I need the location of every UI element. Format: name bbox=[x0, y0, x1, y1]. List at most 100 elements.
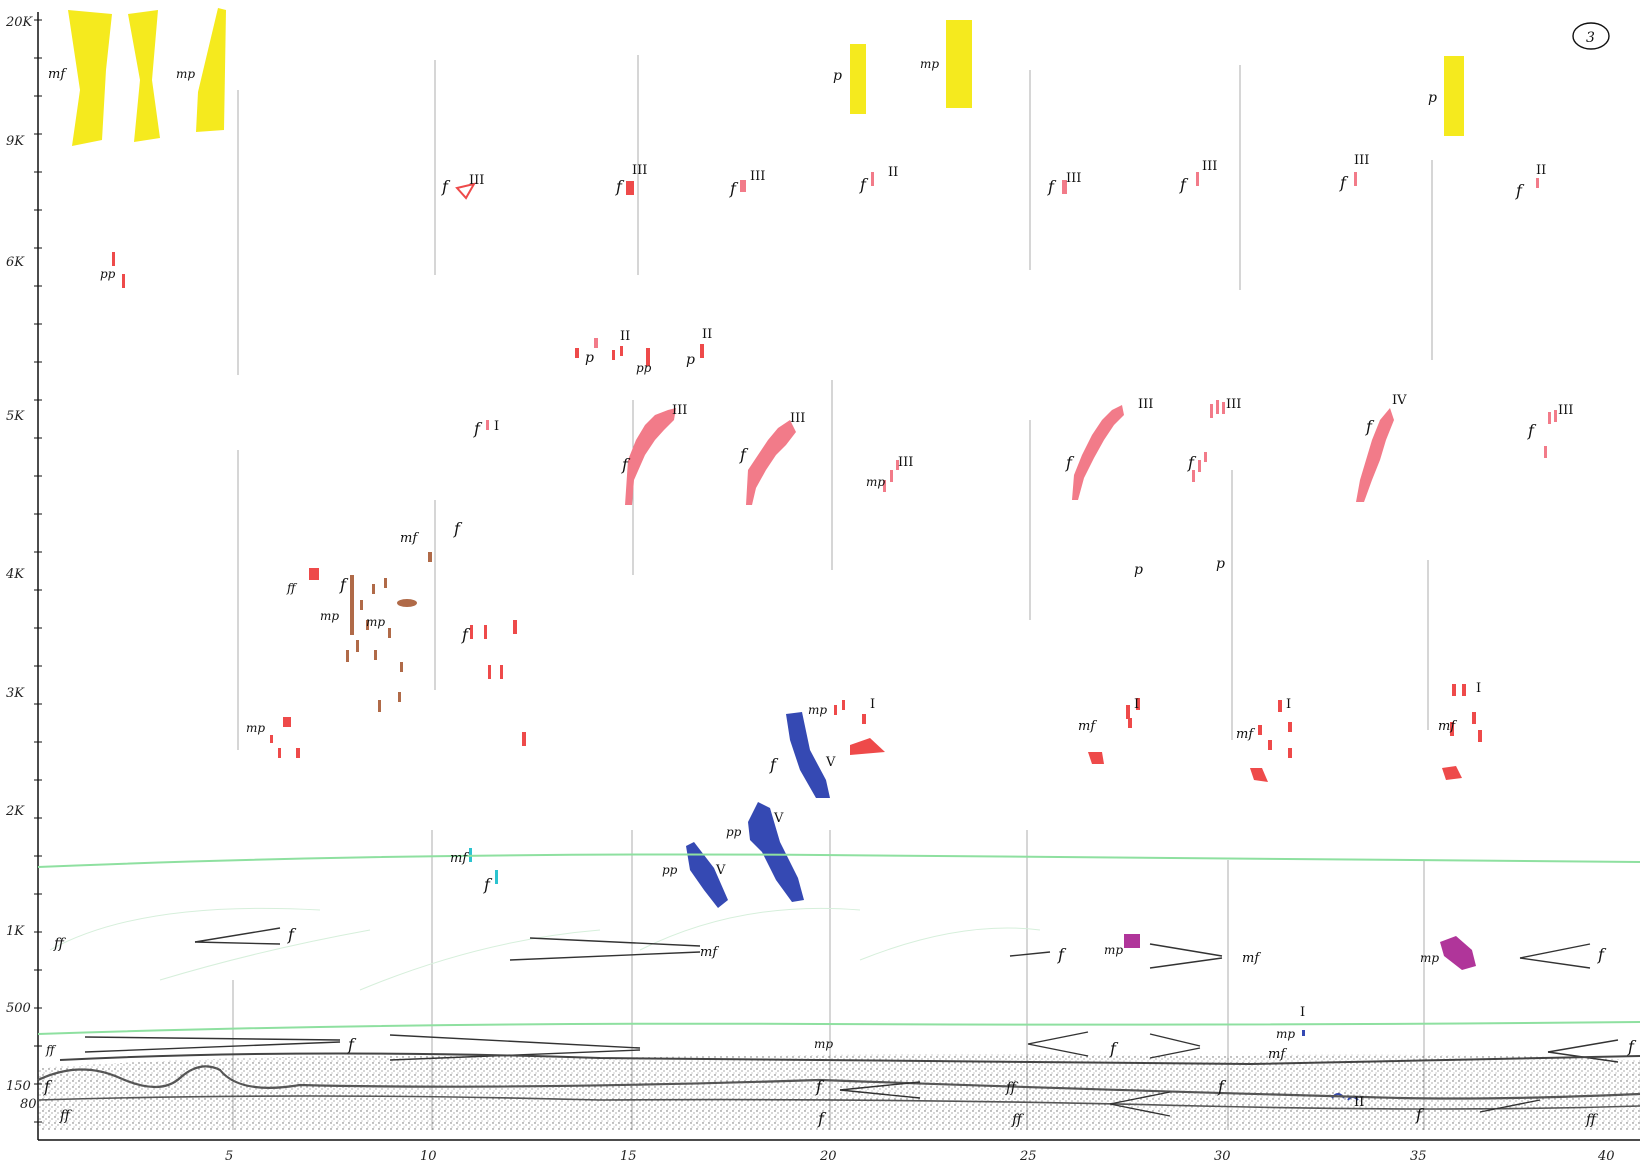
numeral-III: III bbox=[1226, 397, 1241, 412]
numeral-III: III bbox=[672, 403, 687, 418]
numeral-III: III bbox=[469, 173, 484, 188]
red-events bbox=[112, 181, 1482, 782]
dynamic-f: f bbox=[1415, 1105, 1425, 1124]
numeral-I: I bbox=[494, 419, 499, 434]
dynamic-mf: mf bbox=[1078, 719, 1097, 734]
dynamic-ff: ff bbox=[1011, 1112, 1024, 1128]
numeral-II: II bbox=[1536, 163, 1546, 178]
magenta-events bbox=[1124, 934, 1476, 970]
dynamic-p: p bbox=[686, 352, 695, 368]
numeral-II: II bbox=[702, 327, 712, 342]
dynamic-mp: mp bbox=[246, 721, 265, 735]
dynamic-mf: mf bbox=[450, 851, 469, 866]
numeral-V: V bbox=[773, 811, 784, 826]
dynamic-mf: mf bbox=[1242, 951, 1261, 966]
dynamic-pp: pp bbox=[636, 361, 652, 375]
dynamic-mp: mp bbox=[814, 1037, 833, 1051]
numeral-V: V bbox=[825, 755, 836, 770]
frequency-axis: 20K 9K 6K 5K 4K 3K 2K 1K 500 150 80 bbox=[5, 12, 42, 1140]
numeral-III: III bbox=[1138, 397, 1153, 412]
dynamic-ff: ff bbox=[1005, 1080, 1018, 1096]
dynamic-p: p bbox=[1428, 90, 1437, 106]
dynamic-pp: pp bbox=[726, 825, 742, 839]
dynamic-f: f bbox=[1365, 417, 1375, 436]
dynamic-mp: mp bbox=[920, 57, 939, 71]
x-label-25: 25 bbox=[1019, 1149, 1037, 1164]
dynamic-mf: mf bbox=[1236, 727, 1255, 742]
page-number: 3 bbox=[1572, 22, 1610, 50]
dynamic-f: f bbox=[339, 575, 349, 594]
y-label-80: 80 bbox=[20, 1097, 37, 1112]
dynamic-f: f bbox=[1047, 177, 1057, 196]
x-label-5: 5 bbox=[225, 1149, 233, 1164]
yellow-noise-blocks bbox=[68, 8, 1464, 146]
numeral-IV: IV bbox=[1392, 393, 1407, 408]
numeral-III: III bbox=[1558, 403, 1573, 418]
y-label-5k: 5K bbox=[6, 409, 25, 424]
x-label-15: 15 bbox=[620, 1149, 637, 1164]
numeral-V: V bbox=[715, 863, 726, 878]
dynamic-p: p bbox=[585, 350, 594, 366]
dynamic-mf: mf bbox=[48, 67, 67, 82]
dynamic-f: f bbox=[347, 1035, 357, 1054]
numeral-II: II bbox=[1354, 1095, 1364, 1110]
dynamic-mp: mp bbox=[1420, 951, 1439, 965]
dynamic-f: f bbox=[621, 455, 631, 474]
brown-events bbox=[346, 552, 432, 712]
numeral-III: III bbox=[1066, 171, 1081, 186]
dynamic-f: f bbox=[1515, 181, 1525, 200]
stippled-noise-band bbox=[38, 1054, 1640, 1130]
dynamic-f: f bbox=[1597, 945, 1607, 964]
y-label-9k: 9K bbox=[6, 134, 25, 149]
x-label-35: 35 bbox=[1410, 1149, 1427, 1164]
y-label-6k: 6K bbox=[6, 255, 25, 270]
dynamic-f: f bbox=[1527, 421, 1537, 440]
dynamic-mp: mp bbox=[176, 67, 195, 81]
pink-events bbox=[486, 172, 1557, 505]
dynamic-f: f bbox=[859, 175, 869, 194]
dynamic-mf: mf bbox=[700, 945, 719, 960]
numeral-I: I bbox=[1476, 681, 1481, 696]
dynamic-p: p bbox=[833, 68, 842, 84]
dynamic-f: f bbox=[453, 519, 463, 538]
dynamic-f: f bbox=[1065, 453, 1075, 472]
time-gridlines bbox=[232, 55, 1433, 1130]
dynamic-pp: pp bbox=[100, 267, 116, 281]
dynamic-ff: ff bbox=[286, 581, 298, 595]
dynamic-f: f bbox=[1187, 453, 1197, 472]
dynamic-pp: pp bbox=[662, 863, 678, 877]
x-label-30: 30 bbox=[1214, 1149, 1231, 1164]
numeral-III: III bbox=[1202, 159, 1217, 174]
numeral-III: III bbox=[790, 411, 805, 426]
numeral-III: III bbox=[1354, 153, 1369, 168]
numeral-I: I bbox=[1134, 697, 1139, 712]
y-label-20k: 20K bbox=[5, 15, 34, 30]
dynamic-mf: mf bbox=[400, 531, 419, 546]
dynamic-f: f bbox=[1217, 1077, 1227, 1096]
numeral-III: III bbox=[632, 163, 647, 178]
numeral-I: I bbox=[1286, 697, 1291, 712]
dynamic-markings: mf mp pp p mp p f f f f f f f f p pp p f… bbox=[43, 57, 1637, 1128]
numeral-II: II bbox=[620, 329, 630, 344]
numeral-I: I bbox=[1300, 1005, 1305, 1020]
dynamic-ff: ff bbox=[1585, 1112, 1598, 1128]
dynamic-f: f bbox=[287, 925, 297, 944]
dynamic-f: f bbox=[1109, 1039, 1119, 1058]
dynamic-f: f bbox=[1627, 1037, 1637, 1056]
y-label-3k: 3K bbox=[6, 686, 25, 701]
dynamic-p: p bbox=[1216, 556, 1225, 572]
dynamic-ff: ff bbox=[45, 1043, 57, 1057]
dynamic-f: f bbox=[729, 179, 739, 198]
dynamic-f: f bbox=[739, 445, 749, 464]
dynamic-f: f bbox=[441, 177, 451, 196]
dynamic-f: f bbox=[769, 755, 779, 774]
dynamic-f: f bbox=[473, 419, 483, 438]
dynamic-f: f bbox=[615, 177, 625, 196]
numeral-III: III bbox=[750, 169, 765, 184]
dynamic-f: f bbox=[817, 1109, 827, 1128]
dynamic-mp: mp bbox=[808, 703, 827, 717]
blue-events bbox=[686, 712, 1359, 1101]
dynamic-f: f bbox=[1179, 175, 1189, 194]
dynamic-mf: mf bbox=[1268, 1047, 1287, 1062]
